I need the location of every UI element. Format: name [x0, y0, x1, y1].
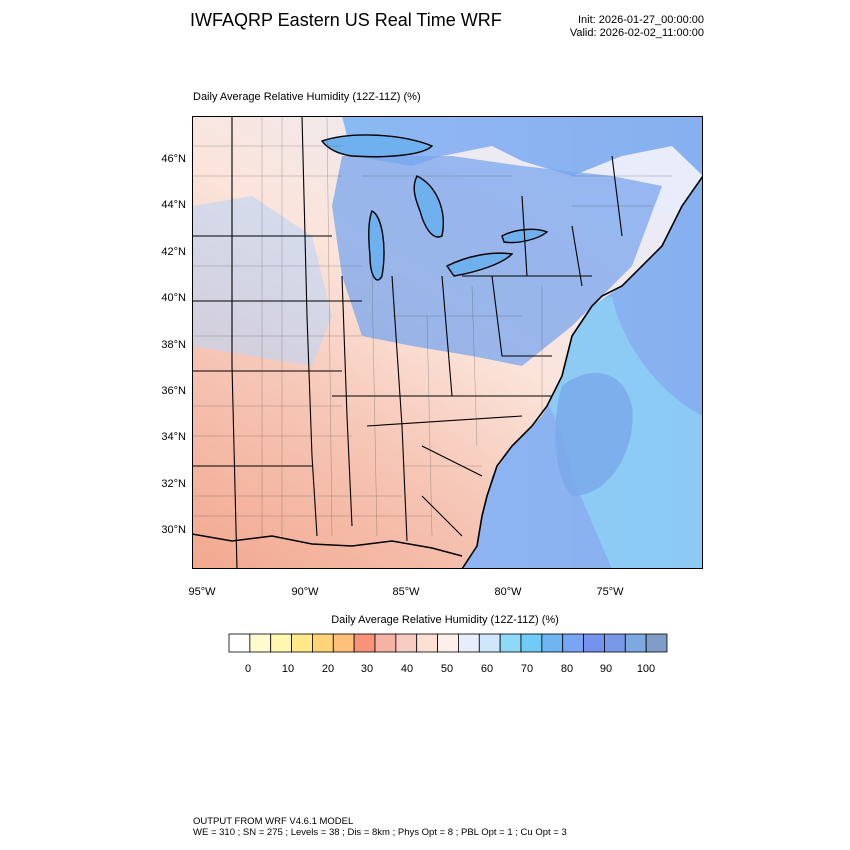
lake-michigan [367, 210, 385, 281]
colorbar-cell [249, 633, 272, 653]
colorbar-cell [353, 633, 376, 653]
colorbar-cell [332, 633, 355, 653]
colorbar-label-10: 10 [281, 663, 295, 675]
colorbar-label-90: 90 [599, 663, 613, 675]
init-time: Init: 2026-01-27_00:00:00 [578, 14, 704, 26]
lon-label-85: 85°W [392, 586, 420, 598]
lat-label-32: 32°N [161, 478, 186, 490]
lon-label-90: 90°W [291, 586, 319, 598]
map-frame [192, 116, 703, 569]
colorbar-cell [520, 633, 543, 653]
colorbar [228, 633, 668, 653]
colorbar-label-50: 50 [440, 663, 454, 675]
colorbar-label-30: 30 [360, 663, 374, 675]
colorbar-cell [478, 633, 501, 653]
colorbar-cell [624, 633, 647, 653]
colorbar-label-80: 80 [560, 663, 574, 675]
lake-huron [413, 175, 444, 238]
county-lines [192, 116, 672, 537]
colorbar-cell [583, 633, 605, 653]
lake-erie [445, 252, 514, 277]
colorbar-label-100: 100 [636, 663, 656, 675]
lat-label-42: 42°N [161, 246, 186, 258]
colorbar-cell [395, 633, 418, 653]
colorbar-cell [291, 633, 313, 653]
offshore-patch [555, 372, 633, 496]
colorbar-cell [312, 633, 334, 653]
colorbar-title: Daily Average Relative Humidity (12Z-11Z… [331, 614, 559, 626]
map-subtitle: Daily Average Relative Humidity (12Z-11Z… [193, 91, 421, 103]
footer-model-line: OUTPUT FROM WRF V4.6.1 MODEL [193, 816, 354, 827]
colorbar-cell [562, 633, 584, 653]
lake-superior [320, 134, 434, 158]
footer-config-line: WE = 310 ; SN = 275 ; Levels = 38 ; Dis … [193, 827, 567, 838]
lon-label-80: 80°W [494, 586, 522, 598]
lon-label-75: 75°W [596, 586, 624, 598]
state-borders [192, 116, 623, 569]
colorbar-cell [270, 633, 292, 653]
colorbar-cell [645, 633, 668, 653]
colorbar-cell [437, 633, 459, 653]
lat-label-34: 34°N [161, 431, 186, 443]
lat-label-38: 38°N [161, 339, 186, 351]
colorbar-cell [499, 633, 522, 653]
lat-label-36: 36°N [161, 385, 186, 397]
colorbar-label-0: 0 [244, 663, 252, 675]
lat-label-46: 46°N [161, 153, 186, 165]
coastline [461, 175, 703, 569]
colorbar-label-70: 70 [520, 663, 534, 675]
humidity-map [192, 116, 703, 569]
plot-title: IWFAQRP Eastern US Real Time WRF [190, 10, 502, 30]
lat-label-44: 44°N [161, 199, 186, 211]
colorbar-cell [541, 633, 564, 653]
colorbar-label-60: 60 [480, 663, 494, 675]
colorbar-cell [458, 633, 480, 653]
colorbar-cell [604, 633, 626, 653]
lat-label-30: 30°N [161, 524, 186, 536]
colorbar-label-40: 40 [400, 663, 414, 675]
lat-label-40: 40°N [161, 292, 186, 304]
colorbar-cell [416, 633, 438, 653]
colorbar-label-20: 20 [321, 663, 335, 675]
lon-label-95: 95°W [188, 586, 216, 598]
colorbar-cell [374, 633, 397, 653]
colorbar-cell [228, 633, 251, 653]
valid-time: Valid: 2026-02-02_11:00:00 [569, 27, 704, 39]
gulf-coast [192, 533, 463, 557]
